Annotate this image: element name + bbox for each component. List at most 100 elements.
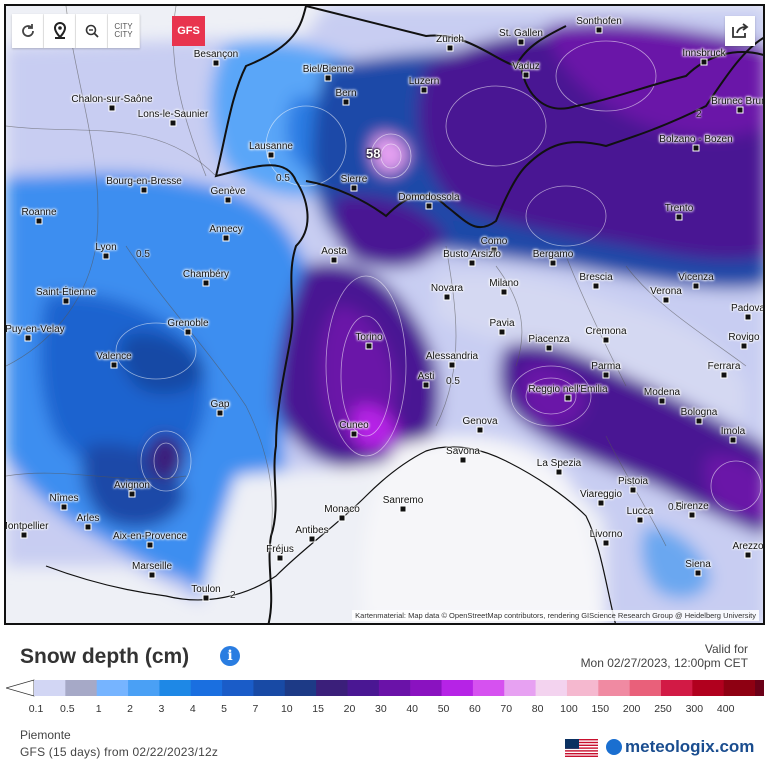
city-label[interactable]: Siena <box>685 559 711 570</box>
city-label[interactable]: Avignon <box>114 480 150 491</box>
city-label[interactable]: Besançon <box>193 49 239 60</box>
city-label[interactable]: Rovigo <box>728 332 760 343</box>
legend-color-cell <box>566 680 599 696</box>
city-label[interactable]: Innsbruck <box>682 48 726 59</box>
city-label[interactable]: Verona <box>650 286 682 297</box>
city-label[interactable]: Torino <box>355 332 383 343</box>
brand-logo[interactable]: meteologix.com <box>606 737 754 757</box>
city-label[interactable]: Bourg-en-Bresse <box>106 176 182 187</box>
city-label[interactable]: Parma <box>591 361 621 372</box>
city-marker <box>443 293 451 301</box>
city-label[interactable]: Sierre <box>340 174 368 185</box>
city-label[interactable]: Le Puy-en-Velay <box>5 324 65 335</box>
city-label[interactable]: Lausanne <box>249 141 293 152</box>
city-label[interactable]: Chambéry <box>182 269 230 280</box>
city-label[interactable]: Marseille <box>131 561 173 572</box>
city-label[interactable]: Bologna <box>680 407 718 418</box>
city-label[interactable]: Antibes <box>295 525 329 536</box>
city-marker <box>324 74 332 82</box>
city-label[interactable]: Ferrara <box>707 361 741 372</box>
city-marker <box>468 259 476 267</box>
legend-tick: 20 <box>343 703 356 715</box>
city-label[interactable]: Genova <box>462 416 498 427</box>
city-label[interactable]: Milano <box>489 278 519 289</box>
city-label[interactable]: Grenoble <box>167 318 209 329</box>
city-toggle-button[interactable]: CITY CITY <box>108 14 140 48</box>
city-marker <box>148 571 156 579</box>
city-label[interactable]: Montpellier <box>4 521 49 532</box>
city-label[interactable]: Como <box>480 236 508 247</box>
model-select-button[interactable]: GFS <box>172 16 205 46</box>
city-label[interactable]: Savona <box>446 446 480 457</box>
city-label[interactable]: Firenze <box>675 501 709 512</box>
city-marker <box>365 342 373 350</box>
city-label[interactable]: Livorno <box>589 529 623 540</box>
map-toolbar: CITY CITY <box>12 14 140 48</box>
city-label[interactable]: Brunec Bruni <box>711 96 765 107</box>
contour-label: 0.5 <box>136 249 150 260</box>
city-label[interactable]: Luzern <box>408 76 440 87</box>
city-label[interactable]: Roanne <box>21 207 57 218</box>
city-marker <box>545 344 553 352</box>
city-label[interactable]: Sonthofen <box>576 16 622 27</box>
city-label[interactable]: Chalon-sur-Saône <box>71 94 153 105</box>
city-label[interactable]: Brescia <box>579 272 613 283</box>
city-label[interactable]: Toulon <box>191 584 221 595</box>
city-label[interactable]: Saint-Étienne <box>35 287 97 298</box>
city-label[interactable]: Zürich <box>436 34 464 45</box>
city-label[interactable]: St. Gallen <box>499 28 543 39</box>
city-label[interactable]: Modena <box>643 387 681 398</box>
city-label[interactable]: Domodossola <box>398 192 460 203</box>
city-label[interactable]: Piacenza <box>528 334 570 345</box>
legend-color-cell <box>535 680 568 696</box>
snow-depth-map[interactable]: Sonthofen St. Gallen Zürich Vaduz Innsbruck B… <box>4 4 765 625</box>
city-label[interactable]: Valence <box>96 351 132 362</box>
share-icon <box>732 23 749 38</box>
city-label[interactable]: Pavia <box>489 318 515 329</box>
city-label[interactable]: Reggio nell'Emilia <box>528 384 608 395</box>
city-label[interactable]: Aosta <box>321 246 347 257</box>
city-label[interactable]: Bolzano - Bozen <box>659 134 733 145</box>
city-label[interactable]: Bergamo <box>532 249 574 260</box>
city-label[interactable]: La Spezia <box>536 458 582 469</box>
city-label[interactable]: Bern <box>335 88 357 99</box>
city-marker <box>222 234 230 242</box>
city-label[interactable]: Vaduz <box>512 61 540 72</box>
city-label[interactable]: Busto Arsizio <box>443 249 501 260</box>
city-label[interactable]: Cuneo <box>339 420 369 431</box>
city-label[interactable]: Aix-en-Provence <box>113 531 187 542</box>
city-label[interactable]: Viareggio <box>579 489 623 500</box>
city-marker <box>448 361 456 369</box>
info-icon[interactable]: i <box>220 646 240 666</box>
locate-button[interactable] <box>44 14 76 48</box>
city-label[interactable]: Trento <box>664 203 694 214</box>
city-label[interactable]: Arles <box>76 513 100 524</box>
city-label[interactable]: Fréjus <box>266 544 294 555</box>
us-flag-icon[interactable] <box>565 739 598 757</box>
city-label[interactable]: Lons-le-Saunier <box>137 109 209 120</box>
share-button[interactable] <box>725 16 755 46</box>
city-label[interactable]: Imola <box>720 426 746 437</box>
city-label[interactable]: Lyon <box>95 242 117 253</box>
city-marker <box>108 104 116 112</box>
city-label[interactable]: Arezzo <box>732 541 764 552</box>
city-label[interactable]: Gap <box>210 399 230 410</box>
city-label[interactable]: Lucca <box>626 506 654 517</box>
city-label[interactable]: Alessandria <box>425 351 479 362</box>
city-label[interactable]: Nîmes <box>49 493 79 504</box>
reload-button[interactable] <box>12 14 44 48</box>
city-label[interactable]: Annecy <box>209 224 243 235</box>
city-marker <box>276 554 284 562</box>
city-label[interactable]: Asti <box>417 371 435 382</box>
city-label[interactable]: Novara <box>430 283 464 294</box>
city-label[interactable]: Padova <box>731 303 765 314</box>
city-label[interactable]: Pistoia <box>617 476 649 487</box>
city-label[interactable]: Cremona <box>585 326 627 337</box>
city-label[interactable]: Biel/Bienne <box>302 64 354 75</box>
city-label[interactable]: Genève <box>210 186 246 197</box>
legend-tick: 0.5 <box>60 703 75 715</box>
city-label[interactable]: Sanremo <box>382 495 424 506</box>
city-label[interactable]: Vicenza <box>678 272 714 283</box>
city-label[interactable]: Monaco <box>324 504 360 515</box>
zoom-out-button[interactable] <box>76 14 108 48</box>
